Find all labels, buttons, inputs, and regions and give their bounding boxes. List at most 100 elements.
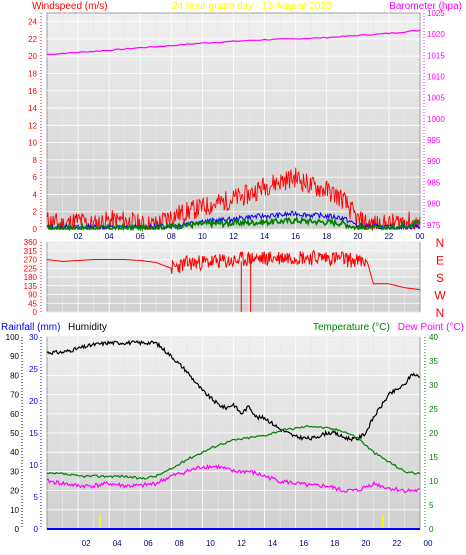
humidity-tick-label: 80 xyxy=(10,371,19,380)
temperature-tick-label: 35 xyxy=(429,357,438,366)
wind-gust-line xyxy=(46,167,421,231)
compass-label: E xyxy=(436,254,444,268)
wind-tick-label: 8 xyxy=(33,156,38,165)
grid-layer xyxy=(47,13,420,530)
barometer-tick-label: 1025 xyxy=(427,9,445,18)
wind-tick-label: 4 xyxy=(33,190,38,199)
wind-right-axis-title: Barometer (hpa) xyxy=(389,1,462,12)
barometer-tick-label: 1010 xyxy=(427,73,445,82)
direction-tick-label: 360 xyxy=(24,238,38,247)
chart-title: 24 hour graph day - 13 August 2025 xyxy=(172,1,332,12)
barometer-tick-label: 1015 xyxy=(427,51,445,60)
humidity-tick-label: 90 xyxy=(10,352,19,361)
wind-left-axis-title: Windspeed (m/s) xyxy=(32,1,108,12)
x-tick-label: 16 xyxy=(299,539,308,548)
temperature-tick-label: 15 xyxy=(429,453,438,462)
direction-tick-label: 0 xyxy=(33,308,38,317)
wind-tick-label: 14 xyxy=(28,104,37,113)
dewpoint-axis-title: Dew Point (°C) xyxy=(398,322,464,333)
wind-tick-label: 0 xyxy=(33,225,38,234)
temperature-line xyxy=(46,425,421,480)
x-tick-label: 06 xyxy=(144,539,153,548)
compass-label: S xyxy=(436,271,444,285)
humidity-tick-label: 20 xyxy=(10,487,19,496)
barometer-tick-label: 1000 xyxy=(427,115,445,124)
rainfall-tick-label: 0 xyxy=(34,525,39,534)
x-tick-label: 12 xyxy=(237,539,246,548)
series-layer xyxy=(46,29,421,530)
rainfall-tick-label: 20 xyxy=(29,397,38,406)
wind-tick-label: 22 xyxy=(28,35,37,44)
rainfall-tick-label: 30 xyxy=(29,333,38,342)
wind-tick-label: 12 xyxy=(28,121,37,130)
wind-tick-label: 2 xyxy=(33,208,38,217)
humidity-axis-title: Humidity xyxy=(68,322,107,333)
x-tick-label: 06 xyxy=(136,232,145,241)
humidity-tick-label: 30 xyxy=(10,467,19,476)
axis-layer: 0246810121416182022249759809859909951000… xyxy=(6,9,447,548)
temperature-tick-label: 0 xyxy=(429,525,434,534)
barometer-tick-label: 990 xyxy=(427,157,441,166)
rainfall-tick-label: 25 xyxy=(29,365,38,374)
x-tick-label: 10 xyxy=(206,539,215,548)
x-tick-label: 22 xyxy=(384,232,393,241)
barometer-tick-label: 985 xyxy=(427,178,441,187)
temperature-tick-label: 30 xyxy=(429,381,438,390)
x-tick-label: 02 xyxy=(82,539,91,548)
wind-tick-label: 24 xyxy=(28,18,37,27)
direction-tick-label: 315 xyxy=(24,247,38,256)
wind-low-line xyxy=(46,215,421,233)
humidity-tick-label: 40 xyxy=(10,448,19,457)
humidity-tick-label: 50 xyxy=(10,429,19,438)
x-tick-label: 08 xyxy=(167,232,176,241)
humidity-tick-label: 10 xyxy=(10,506,19,515)
wind-tick-label: 10 xyxy=(28,139,37,148)
direction-tick-label: 45 xyxy=(28,299,37,308)
x-tick-label: 10 xyxy=(198,232,207,241)
barometer-tick-label: 980 xyxy=(427,200,441,209)
direction-tick-label: 225 xyxy=(24,264,38,273)
barometer-tick-label: 975 xyxy=(427,221,441,230)
wind-tick-label: 6 xyxy=(33,173,38,182)
x-tick-label: 22 xyxy=(392,539,401,548)
temperature-tick-label: 25 xyxy=(429,405,438,414)
direction-tick-label: 180 xyxy=(24,273,38,282)
rainfall-tick-label: 10 xyxy=(29,461,38,470)
x-tick-label: 14 xyxy=(260,232,269,241)
humidity-tick-label: 60 xyxy=(10,410,19,419)
x-tick-label: 08 xyxy=(175,539,184,548)
humidity-tick-label: 70 xyxy=(10,391,19,400)
temperature-tick-label: 10 xyxy=(429,477,438,486)
wind-tick-label: 16 xyxy=(28,87,37,96)
x-tick-label: 20 xyxy=(361,539,370,548)
x-tick-label: 12 xyxy=(229,232,238,241)
x-tick-label: 14 xyxy=(268,539,277,548)
rainfall-tick-label: 15 xyxy=(29,429,38,438)
temperature-tick-label: 20 xyxy=(429,429,438,438)
x-tick-label: 00 xyxy=(424,539,433,548)
humidity-line xyxy=(46,339,421,442)
temperature-axis-title: Temperature (°C) xyxy=(313,322,390,333)
direction-tick-label: 135 xyxy=(24,282,38,291)
x-tick-label: 02 xyxy=(74,232,83,241)
wind-direction-line xyxy=(46,249,421,291)
compass-label: N xyxy=(436,236,445,250)
rainfall-tick-label: 5 xyxy=(34,493,39,502)
barometer-tick-label: 1020 xyxy=(427,30,445,39)
direction-tick-label: 270 xyxy=(24,256,38,265)
x-tick-label: 04 xyxy=(105,232,114,241)
x-tick-label: 18 xyxy=(330,539,339,548)
wind-tick-label: 18 xyxy=(28,69,37,78)
x-tick-label: 18 xyxy=(322,232,331,241)
temperature-tick-label: 5 xyxy=(429,501,434,510)
x-tick-label: 16 xyxy=(291,232,300,241)
humidity-tick-label: 0 xyxy=(15,525,20,534)
x-tick-label: 00 xyxy=(416,232,425,241)
barometer-tick-label: 995 xyxy=(427,136,441,145)
direction-tick-label: 90 xyxy=(28,291,37,300)
wind-tick-label: 20 xyxy=(28,52,37,61)
x-tick-label: 20 xyxy=(353,232,362,241)
compass-label: W xyxy=(434,289,446,303)
rainfall-axis-title: Rainfall (mm) xyxy=(1,322,60,333)
